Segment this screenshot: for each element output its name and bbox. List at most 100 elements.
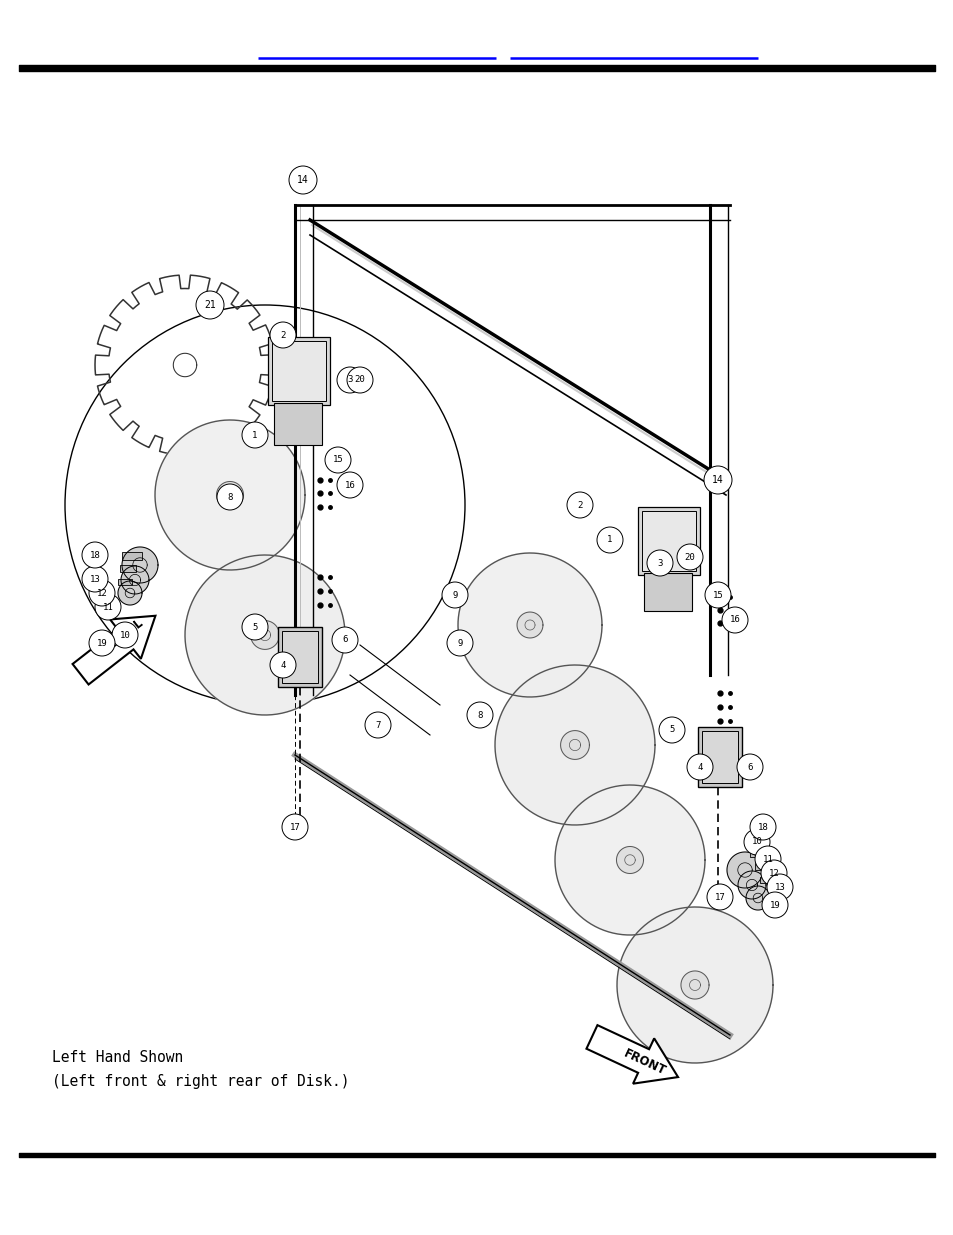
Circle shape: [332, 627, 357, 653]
Text: 1: 1: [252, 431, 257, 440]
Circle shape: [82, 566, 108, 592]
Circle shape: [195, 291, 224, 319]
Text: 16: 16: [344, 480, 355, 489]
Text: 14: 14: [296, 175, 309, 185]
Bar: [760, 877, 773, 883]
Circle shape: [749, 814, 775, 840]
Polygon shape: [555, 785, 704, 935]
Text: 12: 12: [768, 868, 779, 878]
Circle shape: [112, 622, 138, 648]
Bar: [120, 564, 136, 572]
Polygon shape: [560, 731, 589, 760]
Circle shape: [365, 713, 391, 739]
Text: 5: 5: [669, 725, 674, 735]
Circle shape: [737, 755, 762, 781]
Polygon shape: [457, 553, 601, 697]
Circle shape: [82, 542, 108, 568]
Text: TRAVEL: TRAVEL: [99, 616, 147, 657]
Bar: [268, 337, 330, 405]
Circle shape: [242, 614, 268, 640]
Text: 20: 20: [355, 375, 365, 384]
Circle shape: [242, 422, 268, 448]
Text: 15: 15: [333, 456, 343, 464]
Text: 8: 8: [227, 493, 233, 501]
Circle shape: [336, 367, 363, 393]
Polygon shape: [745, 885, 769, 910]
Bar: [277, 627, 322, 687]
Text: 17: 17: [714, 893, 724, 902]
Circle shape: [95, 594, 121, 620]
Circle shape: [89, 630, 115, 656]
Circle shape: [704, 582, 730, 608]
Text: 1: 1: [607, 536, 612, 545]
Circle shape: [441, 582, 468, 608]
Text: 21: 21: [204, 300, 215, 310]
Text: 4: 4: [280, 661, 285, 669]
Polygon shape: [251, 621, 279, 650]
Polygon shape: [616, 846, 643, 873]
Text: 7: 7: [375, 720, 380, 730]
Text: 2: 2: [577, 500, 582, 510]
Circle shape: [447, 630, 473, 656]
Bar: [641, 511, 696, 571]
FancyArrow shape: [586, 1025, 678, 1083]
Circle shape: [270, 652, 295, 678]
Text: 3: 3: [657, 558, 662, 568]
Polygon shape: [738, 871, 765, 899]
Circle shape: [766, 874, 792, 900]
Text: 18: 18: [90, 551, 100, 559]
Circle shape: [325, 447, 351, 473]
Circle shape: [597, 527, 622, 553]
Polygon shape: [495, 664, 655, 825]
Polygon shape: [154, 420, 305, 571]
Circle shape: [677, 543, 702, 571]
Text: 20: 20: [684, 552, 695, 562]
Text: 3: 3: [347, 375, 353, 384]
Text: 13: 13: [774, 883, 784, 892]
Text: 15: 15: [712, 590, 722, 599]
Text: 5: 5: [252, 622, 257, 631]
Text: 2: 2: [280, 331, 285, 340]
Circle shape: [743, 829, 769, 855]
Polygon shape: [680, 971, 708, 999]
Circle shape: [659, 718, 684, 743]
Bar: [638, 508, 700, 576]
Text: 18: 18: [757, 823, 767, 831]
Circle shape: [706, 884, 732, 910]
Circle shape: [336, 472, 363, 498]
Circle shape: [347, 367, 373, 393]
Text: FRONT: FRONT: [621, 1046, 667, 1077]
Polygon shape: [185, 555, 345, 715]
Polygon shape: [118, 580, 142, 605]
Circle shape: [216, 484, 243, 510]
Circle shape: [282, 814, 308, 840]
Bar: [272, 341, 326, 401]
Text: 9: 9: [456, 638, 462, 647]
Text: 4: 4: [697, 762, 702, 772]
Bar: [122, 552, 142, 559]
Text: Left Hand Shown: Left Hand Shown: [52, 1050, 184, 1066]
Text: 19: 19: [96, 638, 108, 647]
Polygon shape: [122, 547, 158, 583]
Text: 8: 8: [476, 710, 482, 720]
Text: 16: 16: [729, 615, 740, 625]
Circle shape: [754, 846, 781, 872]
Bar: [282, 631, 317, 683]
Text: 10: 10: [119, 631, 131, 640]
Text: 11: 11: [761, 855, 773, 863]
Text: 14: 14: [711, 475, 723, 485]
Text: 10: 10: [751, 837, 761, 846]
Bar: [643, 573, 691, 611]
Bar: [701, 731, 738, 783]
Text: 6: 6: [342, 636, 347, 645]
Polygon shape: [517, 613, 542, 638]
Bar: [118, 579, 132, 585]
Bar: [698, 727, 741, 787]
Circle shape: [566, 492, 593, 517]
Bar: [754, 863, 770, 869]
Text: 9: 9: [452, 590, 457, 599]
Circle shape: [467, 701, 493, 727]
Circle shape: [761, 892, 787, 918]
Text: 6: 6: [746, 762, 752, 772]
Circle shape: [760, 860, 786, 885]
